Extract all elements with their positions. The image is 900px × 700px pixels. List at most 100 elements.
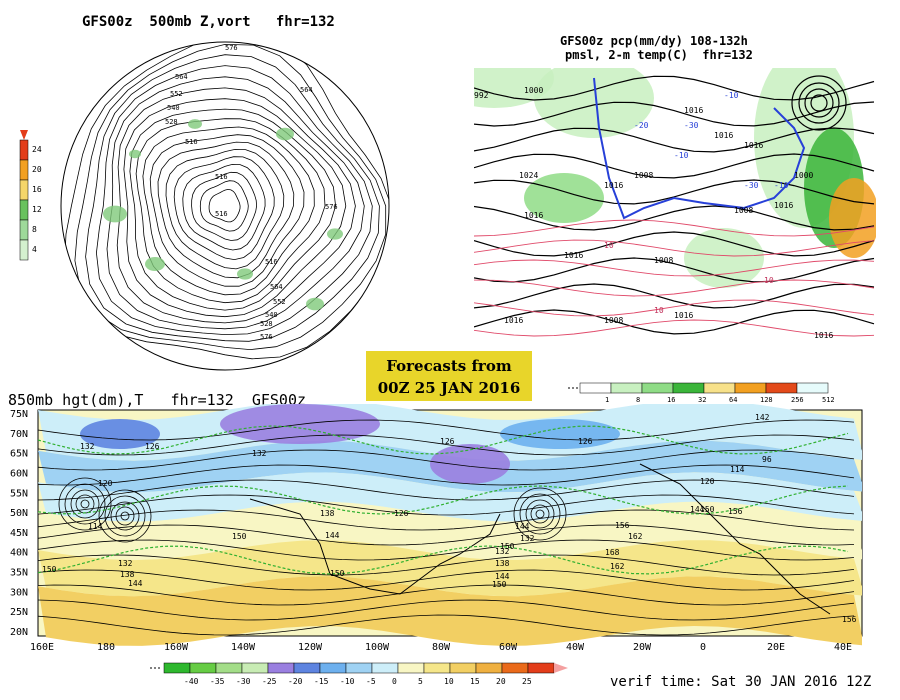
temperature-dashed-contour bbox=[37, 485, 849, 515]
polar-contour-label: 540 bbox=[265, 311, 278, 319]
latitude-label: 70N bbox=[10, 429, 28, 440]
temperature-dashed-contours bbox=[37, 425, 849, 575]
colorbar-tick: -35 bbox=[210, 677, 225, 686]
low-center bbox=[110, 501, 140, 531]
isobar bbox=[474, 309, 875, 335]
height-contour bbox=[37, 509, 855, 531]
colorbar-tick: 20 bbox=[496, 677, 506, 686]
precip-pmsl-map: 992 1000 1024 1016 1016 1016 1008 1016 1016 1016 1… bbox=[474, 68, 876, 348]
pcp-map-label: -10 bbox=[724, 91, 739, 100]
coastline bbox=[593, 77, 806, 220]
colorbar-tick: 24 bbox=[32, 145, 42, 154]
temperature-shading bbox=[38, 404, 862, 646]
height-label: 120 bbox=[700, 477, 715, 486]
isobar bbox=[474, 205, 875, 231]
longitude-label: 160E bbox=[30, 642, 54, 653]
longitude-label: 40W bbox=[566, 642, 585, 653]
height-label: 132 bbox=[80, 442, 95, 451]
vorticity-area bbox=[129, 149, 141, 159]
polar-height-contour bbox=[208, 188, 241, 223]
temperature-dashed-contour bbox=[37, 425, 849, 455]
temperature-contour bbox=[474, 259, 875, 277]
pcp-map-label: -10 bbox=[674, 151, 689, 160]
temperature-contour bbox=[474, 239, 875, 257]
longitude-label: 60W bbox=[499, 642, 518, 653]
height-label: 150 bbox=[232, 532, 247, 541]
850mb-map: 132 1261321261201141501501321381441381441… bbox=[10, 404, 863, 653]
pcp-map-label: 1016 bbox=[714, 131, 733, 140]
colorbar-tick: 64 bbox=[729, 396, 737, 404]
colorbar-swatch bbox=[19, 159, 29, 181]
height-contour bbox=[37, 614, 855, 636]
polar-height-contour bbox=[142, 126, 315, 296]
colorbar-tick: -15 bbox=[314, 677, 329, 686]
height-contour bbox=[37, 554, 855, 576]
height-contour bbox=[37, 479, 855, 501]
height-label: 168 bbox=[605, 548, 620, 557]
cold-pool bbox=[430, 444, 510, 484]
height-contour bbox=[37, 539, 855, 561]
low-center bbox=[530, 504, 550, 524]
pcp-map-label: -20 bbox=[634, 121, 649, 130]
longitude-label: 20W bbox=[633, 642, 652, 653]
colorbar-tick: 8 bbox=[32, 225, 37, 234]
polar-contour-label: 576 bbox=[225, 44, 238, 52]
polar-contour-label: 576 bbox=[325, 203, 338, 211]
latitude-label: 60N bbox=[10, 468, 28, 479]
polar-contour-label: 564 bbox=[300, 86, 313, 94]
colorbar-swatch bbox=[267, 662, 295, 674]
colorbar-swatch bbox=[734, 382, 767, 394]
height-label: 132 bbox=[495, 547, 510, 556]
height-label: 162 bbox=[628, 532, 643, 541]
precip-area bbox=[534, 68, 654, 138]
height-label: 126 bbox=[394, 509, 409, 518]
verification-time: verif time: Sat 30 JAN 2016 12Z bbox=[610, 674, 872, 690]
colorbar-tick: 20 bbox=[32, 165, 42, 174]
polar-contour-label: 552 bbox=[273, 298, 286, 306]
pcp-map-label: 1008 bbox=[654, 256, 673, 265]
colorbar-swatch bbox=[579, 382, 612, 394]
low-center bbox=[80, 499, 90, 509]
pcp-map-label: -10 bbox=[774, 181, 789, 190]
polar-height-contour bbox=[95, 65, 373, 336]
height-label: 138 bbox=[120, 570, 135, 579]
cold-pool bbox=[80, 419, 160, 449]
pcp-map-label: 1016 bbox=[744, 141, 763, 150]
colorbar-swatch bbox=[345, 662, 373, 674]
colorbar-swatch bbox=[215, 662, 243, 674]
low-center bbox=[525, 499, 555, 529]
height-label: 150 bbox=[42, 565, 57, 574]
isobar bbox=[474, 75, 875, 101]
longitude-label: 80W bbox=[432, 642, 451, 653]
polar-height-contour bbox=[74, 43, 387, 351]
height-label: 150 bbox=[330, 569, 345, 578]
temperature-contour bbox=[474, 219, 875, 237]
height-label: 162 bbox=[610, 562, 625, 571]
pcp-map-label: 1016 bbox=[814, 331, 833, 340]
pcp-map-label: 1008 bbox=[634, 171, 653, 180]
latitude-label: 65N bbox=[10, 449, 28, 460]
colorbar-swatch bbox=[703, 382, 736, 394]
height-label: 150 bbox=[492, 580, 507, 589]
height-label: 144 bbox=[690, 505, 705, 514]
temperature-band bbox=[38, 472, 862, 522]
low-center bbox=[120, 511, 130, 521]
height-contour bbox=[37, 584, 855, 606]
height-contour bbox=[37, 419, 855, 441]
low-center bbox=[70, 489, 100, 519]
longitude-label: 100W bbox=[365, 642, 390, 653]
colorbar-tick: -25 bbox=[262, 677, 277, 686]
low-center bbox=[519, 493, 561, 535]
colorbar-swatch bbox=[397, 662, 425, 674]
height-label: 126 bbox=[145, 442, 160, 451]
pcp-map-label: 1016 bbox=[674, 311, 693, 320]
pcp-map-label: 1016 bbox=[564, 251, 583, 260]
isobar bbox=[474, 257, 875, 283]
pcp-map-label: 992 bbox=[474, 91, 489, 100]
coastlines bbox=[593, 77, 806, 220]
longitude-label: 120W bbox=[298, 642, 323, 653]
polar-contour-label: 564 bbox=[270, 283, 283, 291]
polar-height-contour bbox=[191, 171, 258, 241]
pcp-map-label: 1016 bbox=[524, 211, 543, 220]
forecast-info-box: Forecasts from 00Z 25 JAN 2016 bbox=[366, 351, 532, 401]
